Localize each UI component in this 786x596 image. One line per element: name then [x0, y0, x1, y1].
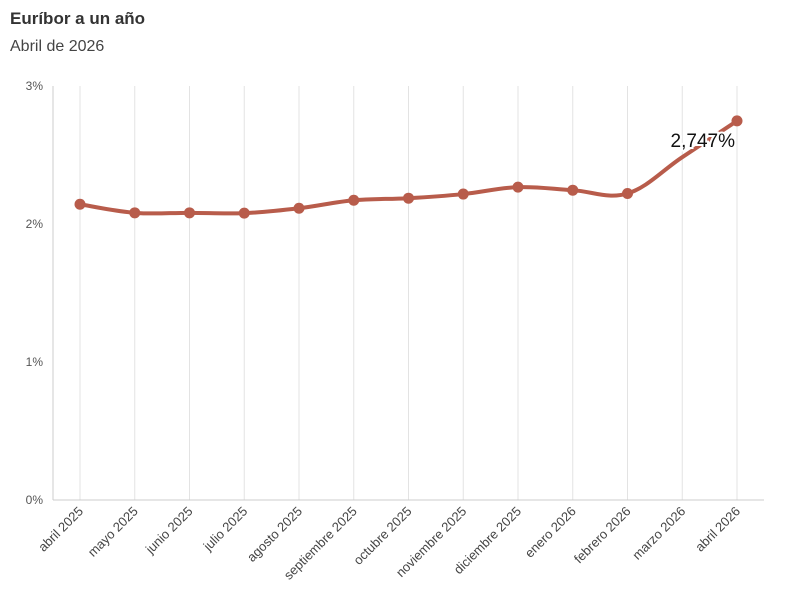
x-tick-label: febrero 2026 — [571, 504, 634, 567]
x-tick-label: junio 2025 — [142, 504, 196, 558]
data-point — [129, 207, 141, 219]
y-tick-label: 2% — [26, 217, 44, 231]
data-point — [622, 188, 633, 200]
axes — [52, 86, 764, 501]
grid-lines — [79, 86, 738, 500]
y-tick-label: 3% — [26, 79, 44, 93]
data-point — [348, 194, 360, 206]
y-tick-label: 0% — [26, 493, 44, 507]
data-point — [403, 192, 414, 204]
data-point — [512, 181, 524, 193]
x-tick-label: mayo 2025 — [85, 504, 141, 560]
x-tick-label: julio 2025 — [200, 504, 251, 555]
x-tick-label: abril 2026 — [692, 504, 743, 555]
x-tick-label: enero 2026 — [522, 504, 579, 561]
x-tick-label: marzo 2026 — [629, 504, 688, 563]
data-point — [184, 207, 195, 219]
data-point — [238, 207, 250, 219]
chart-title: Euríbor a un año — [10, 9, 146, 28]
data-point — [731, 115, 743, 127]
data-points — [74, 115, 743, 219]
y-tick-labels: 0% 1% 2% 3% — [26, 79, 44, 507]
x-tick-label: abril 2025 — [35, 504, 86, 555]
y-tick-label: 1% — [26, 355, 44, 369]
data-label: 2,747% — [671, 131, 736, 152]
data-point — [457, 188, 469, 200]
data-point — [293, 202, 305, 214]
data-point — [74, 198, 86, 210]
data-point — [567, 184, 579, 196]
data-labels: 2,747% — [669, 129, 738, 154]
chart-subtitle: Abril de 2026 — [10, 38, 105, 55]
